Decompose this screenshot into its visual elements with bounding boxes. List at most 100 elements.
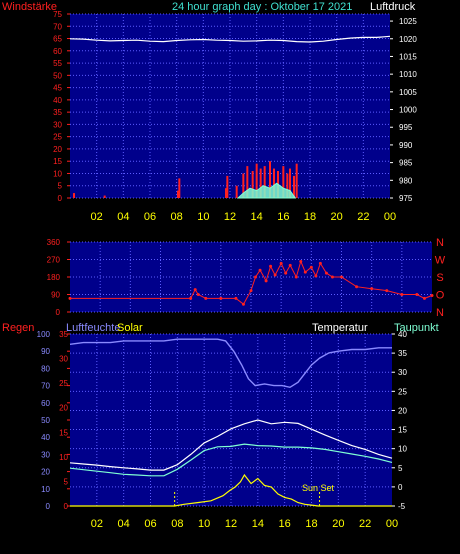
wind-direction-point: [324, 271, 328, 275]
dewpoint-line: [69, 443, 393, 477]
wind-direction-point: [385, 289, 389, 293]
pressure-tick-label: 1025: [399, 17, 417, 26]
temperature-tick-label: 5: [398, 464, 403, 473]
humidity-percent-label: 90: [41, 347, 50, 356]
wind-direction-point: [68, 296, 72, 300]
humidity-line: [69, 338, 392, 389]
dewpoint-axis-label: Taupunkt: [394, 322, 439, 334]
wind-direction-point: [422, 296, 426, 300]
pressure-tick-label: 975: [399, 194, 413, 203]
pressure-tick-label: 985: [399, 159, 413, 168]
wind-tick-label: 50: [53, 71, 62, 80]
hour-tick-label: 20: [332, 518, 344, 530]
hour-tick-label: 18: [304, 211, 316, 223]
hour-tick-label: 20: [331, 211, 343, 223]
wind-tick-label: 40: [53, 96, 62, 105]
humidity-percent-label: 70: [41, 382, 50, 391]
wind-direction-point: [299, 259, 303, 263]
hour-tick-label: 06: [144, 211, 156, 223]
humidity-percent-label: 50: [41, 416, 50, 425]
wind-direction-point: [284, 271, 288, 275]
humidity-percent-label: 60: [41, 399, 50, 408]
compass-label: N: [436, 237, 444, 249]
wind-tick-label: 0: [58, 194, 63, 203]
rain-tick-label: 15: [59, 428, 68, 437]
rain-tick-label: 5: [64, 477, 69, 486]
wind-direction-point: [264, 279, 268, 283]
hour-tick-label: 00: [386, 518, 398, 530]
hour-tick-label: 10: [198, 518, 210, 530]
hour-tick-label: 16: [277, 211, 289, 223]
wind-tick-label: 15: [53, 157, 62, 166]
temperature-tick-label: 30: [398, 368, 407, 377]
wind-direction-point: [241, 302, 245, 306]
pressure-tick-label: 990: [399, 141, 413, 150]
hour-tick-label: 02: [91, 211, 103, 223]
temperature-tick-label: 25: [398, 387, 407, 396]
wind-tick-label: 30: [53, 120, 62, 129]
temp-humidity-plot-area: [70, 334, 392, 506]
temperature-line: [69, 419, 393, 471]
rain-axis-label: Regen: [2, 322, 34, 334]
wind-tick-label: 55: [53, 59, 62, 68]
hour-tick-label: 22: [359, 518, 371, 530]
wind-tick-label: 65: [53, 35, 62, 44]
hour-tick-label: 10: [197, 211, 209, 223]
hour-tick-label: 16: [279, 518, 291, 530]
humidity-percent-label: 40: [41, 433, 50, 442]
wind-direction-point: [415, 293, 419, 296]
wind-tick-label: 20: [53, 145, 62, 154]
humidity-percent-label: 30: [41, 450, 50, 459]
hour-tick-label: 08: [171, 518, 183, 530]
solar-axis-label: Solar: [117, 322, 143, 334]
direction-degree-label: 180: [47, 273, 61, 282]
humidity-percent-label: 10: [41, 485, 50, 494]
wind-tick-label: 5: [58, 182, 63, 191]
sunset-label: Sun Set: [302, 483, 335, 493]
pressure-tick-label: 1000: [399, 106, 417, 115]
hour-tick-label: 02: [91, 518, 103, 530]
direction-degree-label: 90: [51, 291, 60, 300]
wind-direction-point: [303, 270, 307, 274]
temperature-tick-label: 35: [398, 349, 407, 358]
wind-direction-point: [314, 274, 318, 278]
pressure-tick-label: 1010: [399, 70, 417, 79]
pressure-tick-label: 1020: [399, 35, 417, 44]
direction-degree-label: 360: [47, 238, 61, 247]
wind-direction-point: [370, 287, 374, 291]
pressure-tick-label: 1005: [399, 88, 417, 97]
rain-tick-label: 25: [59, 379, 68, 388]
compass-label: N: [436, 307, 444, 319]
hour-tick-label: 14: [252, 518, 264, 530]
wind-direction-point: [330, 275, 334, 279]
wind-direction-point: [269, 264, 273, 268]
wind-tick-label: 45: [53, 84, 62, 93]
wind-direction-point: [288, 263, 292, 267]
hour-tick-label: 22: [357, 211, 369, 223]
wind-tick-label: 10: [53, 169, 62, 178]
hour-tick-label: 04: [117, 211, 129, 223]
hour-tick-label: 14: [251, 211, 263, 223]
wind-direction-point: [219, 296, 223, 300]
wind-tick-label: 35: [53, 108, 62, 117]
direction-degree-label: 0: [56, 308, 61, 317]
pressure-line: [69, 35, 391, 43]
wind-direction-point: [189, 296, 193, 300]
compass-label: S: [436, 272, 443, 284]
wind-direction-point: [254, 275, 258, 279]
temperature-axis-label: Temperatur: [312, 322, 368, 334]
pressure-tick-label: 995: [399, 123, 413, 132]
solar-line: [70, 473, 392, 507]
rain-tick-label: 20: [59, 404, 68, 413]
humidity-percent-label: 0: [46, 502, 51, 511]
wind-direction-point: [309, 265, 313, 269]
wind-tick-label: 75: [53, 10, 62, 19]
hour-tick-label: 12: [225, 518, 237, 530]
wind-direction-point: [273, 273, 277, 277]
hour-tick-label: 18: [305, 518, 317, 530]
wind-direction-point: [430, 293, 434, 297]
rain-tick-label: 10: [59, 453, 68, 462]
hour-tick-label: 00: [384, 211, 396, 223]
hour-tick-label: 06: [144, 518, 156, 530]
